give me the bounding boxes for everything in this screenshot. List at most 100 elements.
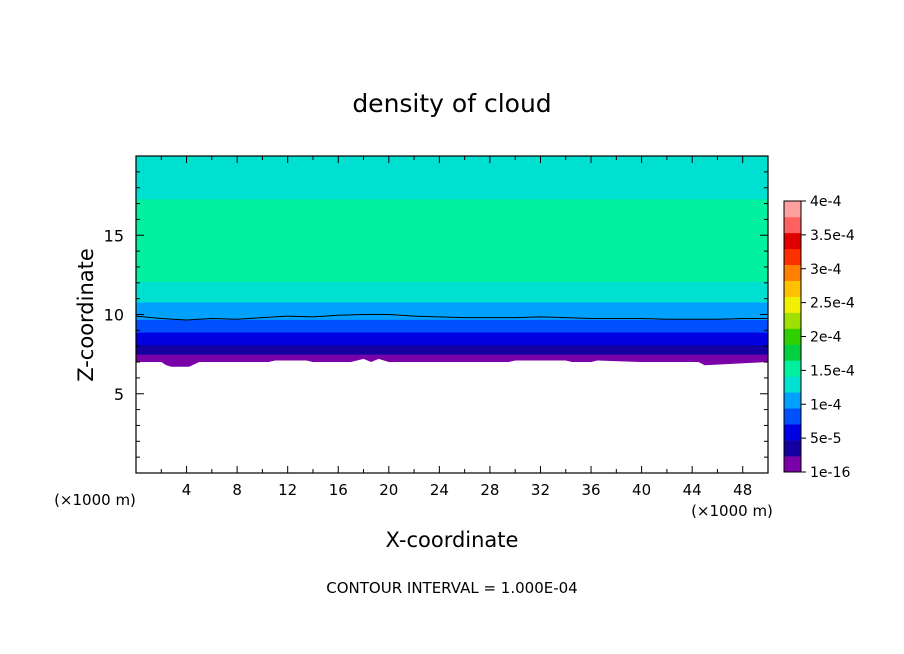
density-band <box>136 167 768 170</box>
density-band <box>136 235 768 238</box>
density-band <box>136 190 768 194</box>
colorbar-label: 1e-16 <box>810 465 850 481</box>
density-band <box>136 343 768 346</box>
density-band <box>136 205 768 208</box>
density-band <box>136 317 768 320</box>
density-band <box>136 246 768 249</box>
density-band <box>136 175 768 178</box>
colorbar-segment <box>784 408 801 425</box>
x-tick-label: 4 <box>182 481 192 499</box>
colorbar-segment <box>784 216 801 234</box>
density-band <box>136 262 768 265</box>
density-band <box>136 184 768 187</box>
density-band <box>136 160 768 163</box>
colorbar-label: 3e-4 <box>810 262 842 278</box>
density-band <box>136 176 768 179</box>
density-band <box>136 211 768 214</box>
density-band <box>136 236 768 240</box>
x-unit-label-left: (×1000 m) <box>54 491 136 509</box>
density-band <box>136 304 768 308</box>
density-band <box>136 186 768 189</box>
colorbar-segment <box>784 440 801 457</box>
colorbar-segment <box>784 296 801 313</box>
density-band <box>136 268 768 271</box>
density-band <box>136 330 768 333</box>
x-tick-label: 44 <box>683 481 702 499</box>
density-band <box>136 198 768 201</box>
density-band <box>136 208 768 211</box>
density-band <box>136 238 768 241</box>
density-band <box>136 197 768 200</box>
density-band <box>136 233 768 236</box>
density-band <box>136 247 768 251</box>
density-band <box>136 249 768 252</box>
contour-line <box>136 314 768 321</box>
density-band <box>136 257 768 260</box>
colorbar-label: 2e-4 <box>810 330 842 346</box>
colorbar-segment <box>784 392 801 409</box>
x-tick-label: 12 <box>278 481 297 499</box>
x-tick-label: 36 <box>581 481 600 499</box>
density-band <box>136 346 768 349</box>
colorbar-segment <box>784 264 801 281</box>
density-band <box>136 331 768 335</box>
density-band <box>136 295 768 298</box>
density-band <box>136 254 768 257</box>
density-band <box>136 216 768 219</box>
x-tick-label: 48 <box>733 481 752 499</box>
density-band <box>136 284 768 287</box>
density-band <box>136 241 768 244</box>
colorbar-label: 3.5e-4 <box>810 228 855 244</box>
x-tick-label: 8 <box>232 481 242 499</box>
density-band <box>136 298 768 301</box>
density-band <box>136 217 768 221</box>
cloud-free-region <box>136 358 768 473</box>
density-band <box>136 349 768 352</box>
density-band <box>136 270 768 273</box>
density-band <box>136 209 768 213</box>
y-tick-label: 5 <box>114 385 124 404</box>
colorbar-segment <box>784 424 801 441</box>
colorbar-label: 1.5e-4 <box>810 363 855 379</box>
density-band <box>136 214 768 217</box>
density-band <box>136 200 768 203</box>
density-band <box>136 222 768 225</box>
density-band <box>136 306 768 309</box>
x-tick-label: 28 <box>480 481 499 499</box>
density-band <box>136 194 768 197</box>
x-axis-title: X-coordinate <box>386 528 519 552</box>
colorbar-segment <box>784 248 801 266</box>
density-band <box>136 157 768 160</box>
density-band <box>136 165 768 168</box>
density-band <box>136 335 768 338</box>
density-band <box>136 220 768 224</box>
density-band <box>136 312 768 316</box>
density-band <box>136 350 768 354</box>
plot-area <box>136 156 768 473</box>
density-band <box>136 292 768 295</box>
density-band <box>136 162 768 165</box>
colorbar-segment <box>784 280 801 297</box>
density-band <box>136 178 768 181</box>
colorbar-label: 1e-4 <box>810 397 842 413</box>
density-band <box>136 281 768 284</box>
density-band <box>136 252 768 255</box>
density-band <box>136 339 768 343</box>
density-band <box>136 303 768 306</box>
colorbar-segment <box>784 312 801 329</box>
density-band <box>136 230 768 233</box>
colorbar-segment <box>784 328 801 345</box>
density-band <box>136 354 768 357</box>
x-tick-label: 32 <box>531 481 550 499</box>
density-band <box>136 324 768 327</box>
density-band <box>136 265 768 268</box>
density-band <box>136 232 768 235</box>
colorbar: 1e-16 5e-5 1e-4 1.5e-4 2e-4 2.5e-4 3e-4 3.5e-4 4… <box>783 194 855 481</box>
x-unit-label-right: (×1000 m) <box>691 502 773 520</box>
density-band <box>136 311 768 314</box>
density-band <box>136 319 768 322</box>
x-axis: 4 8 12 16 20 24 28 32 36 40 44 48 <box>160 156 752 499</box>
colorbar-label: 2.5e-4 <box>810 296 855 312</box>
y-tick-label: 15 <box>104 226 124 245</box>
y-axis: 5 10 15 <box>104 171 768 458</box>
